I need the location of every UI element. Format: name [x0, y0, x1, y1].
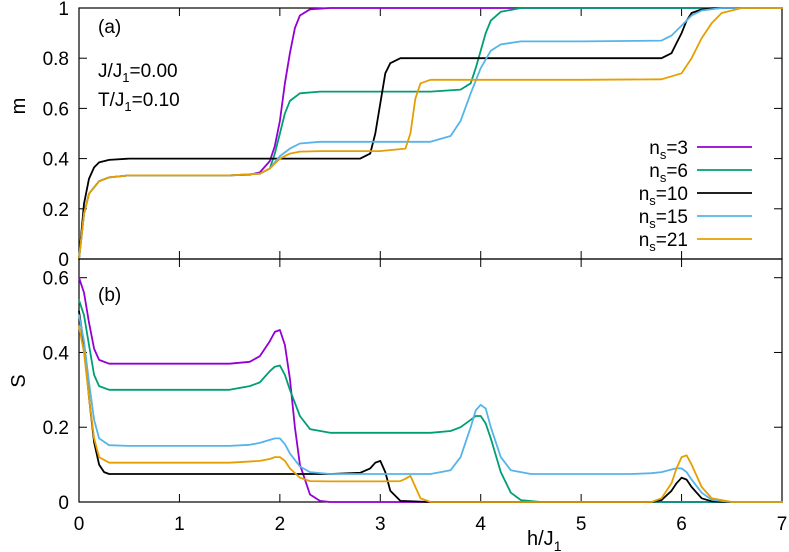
y-tick-label: 0.8: [43, 49, 69, 70]
panel-b-ticks: 0 0.2 0.4 0.6 0 1 2 3 4 5 6 7: [43, 259, 788, 535]
panel-b-ylabel: S: [8, 374, 30, 387]
legend-label: ns=21: [639, 230, 688, 254]
series-line-a-4: [78, 7, 783, 260]
panel-a: 0 0.2 0.4 0.6 0.8 1 (a) m J/J1=0.00 T/J1=0.10…: [8, 0, 783, 271]
y-tick-label: 0.2: [43, 200, 69, 221]
y-tick-label: 0.2: [43, 418, 69, 439]
x-tick-label: 7: [777, 514, 788, 535]
y-tick-label: 0.4: [43, 150, 70, 171]
x-tick-label: 2: [275, 514, 286, 535]
series-line-b-0: [78, 276, 783, 503]
y-tick-label: 0.6: [43, 269, 69, 290]
y-tick-label: 0: [58, 250, 69, 271]
panel-a-ylabel: m: [8, 98, 30, 115]
coupling-annotation: J/J1=0.00: [98, 61, 178, 85]
x-tick-label: 6: [676, 514, 687, 535]
x-tick-label: 0: [74, 514, 85, 535]
y-tick-label: 0: [58, 493, 69, 514]
x-tick-label: 5: [576, 514, 587, 535]
panel-a-label: (a): [98, 17, 121, 38]
series-line-b-4: [78, 325, 783, 503]
legend-label: ns=15: [639, 207, 688, 231]
temperature-annotation: T/J1=0.10: [98, 90, 180, 114]
panel-b-frame: [78, 258, 783, 503]
legend-label: ns=10: [639, 184, 688, 208]
y-tick-label: 0.4: [43, 343, 70, 364]
panel-a-lines: [78, 7, 783, 260]
series-line-b-1: [78, 299, 783, 503]
series-line-b-2: [78, 310, 783, 503]
x-tick-label: 4: [475, 514, 486, 535]
legend-label: ns=3: [649, 138, 688, 162]
panel-b: 0 0.2 0.4 0.6 0 1 2 3 4 5 6 7 (b) S h/J1: [8, 258, 788, 552]
legend-label: ns=6: [649, 161, 688, 185]
panel-b-label: (b): [98, 285, 121, 306]
x-tick-label: 3: [375, 514, 386, 535]
y-tick-label: 0.6: [43, 99, 69, 120]
x-axis-label: h/J1: [527, 528, 562, 552]
panel-b-lines: [78, 276, 783, 503]
y-tick-label: 1: [58, 0, 69, 20]
x-tick-label: 1: [174, 514, 185, 535]
panel-a-ticks: 0 0.2 0.4 0.6 0.8 1: [43, 0, 783, 271]
series-line-a-2: [78, 7, 783, 260]
